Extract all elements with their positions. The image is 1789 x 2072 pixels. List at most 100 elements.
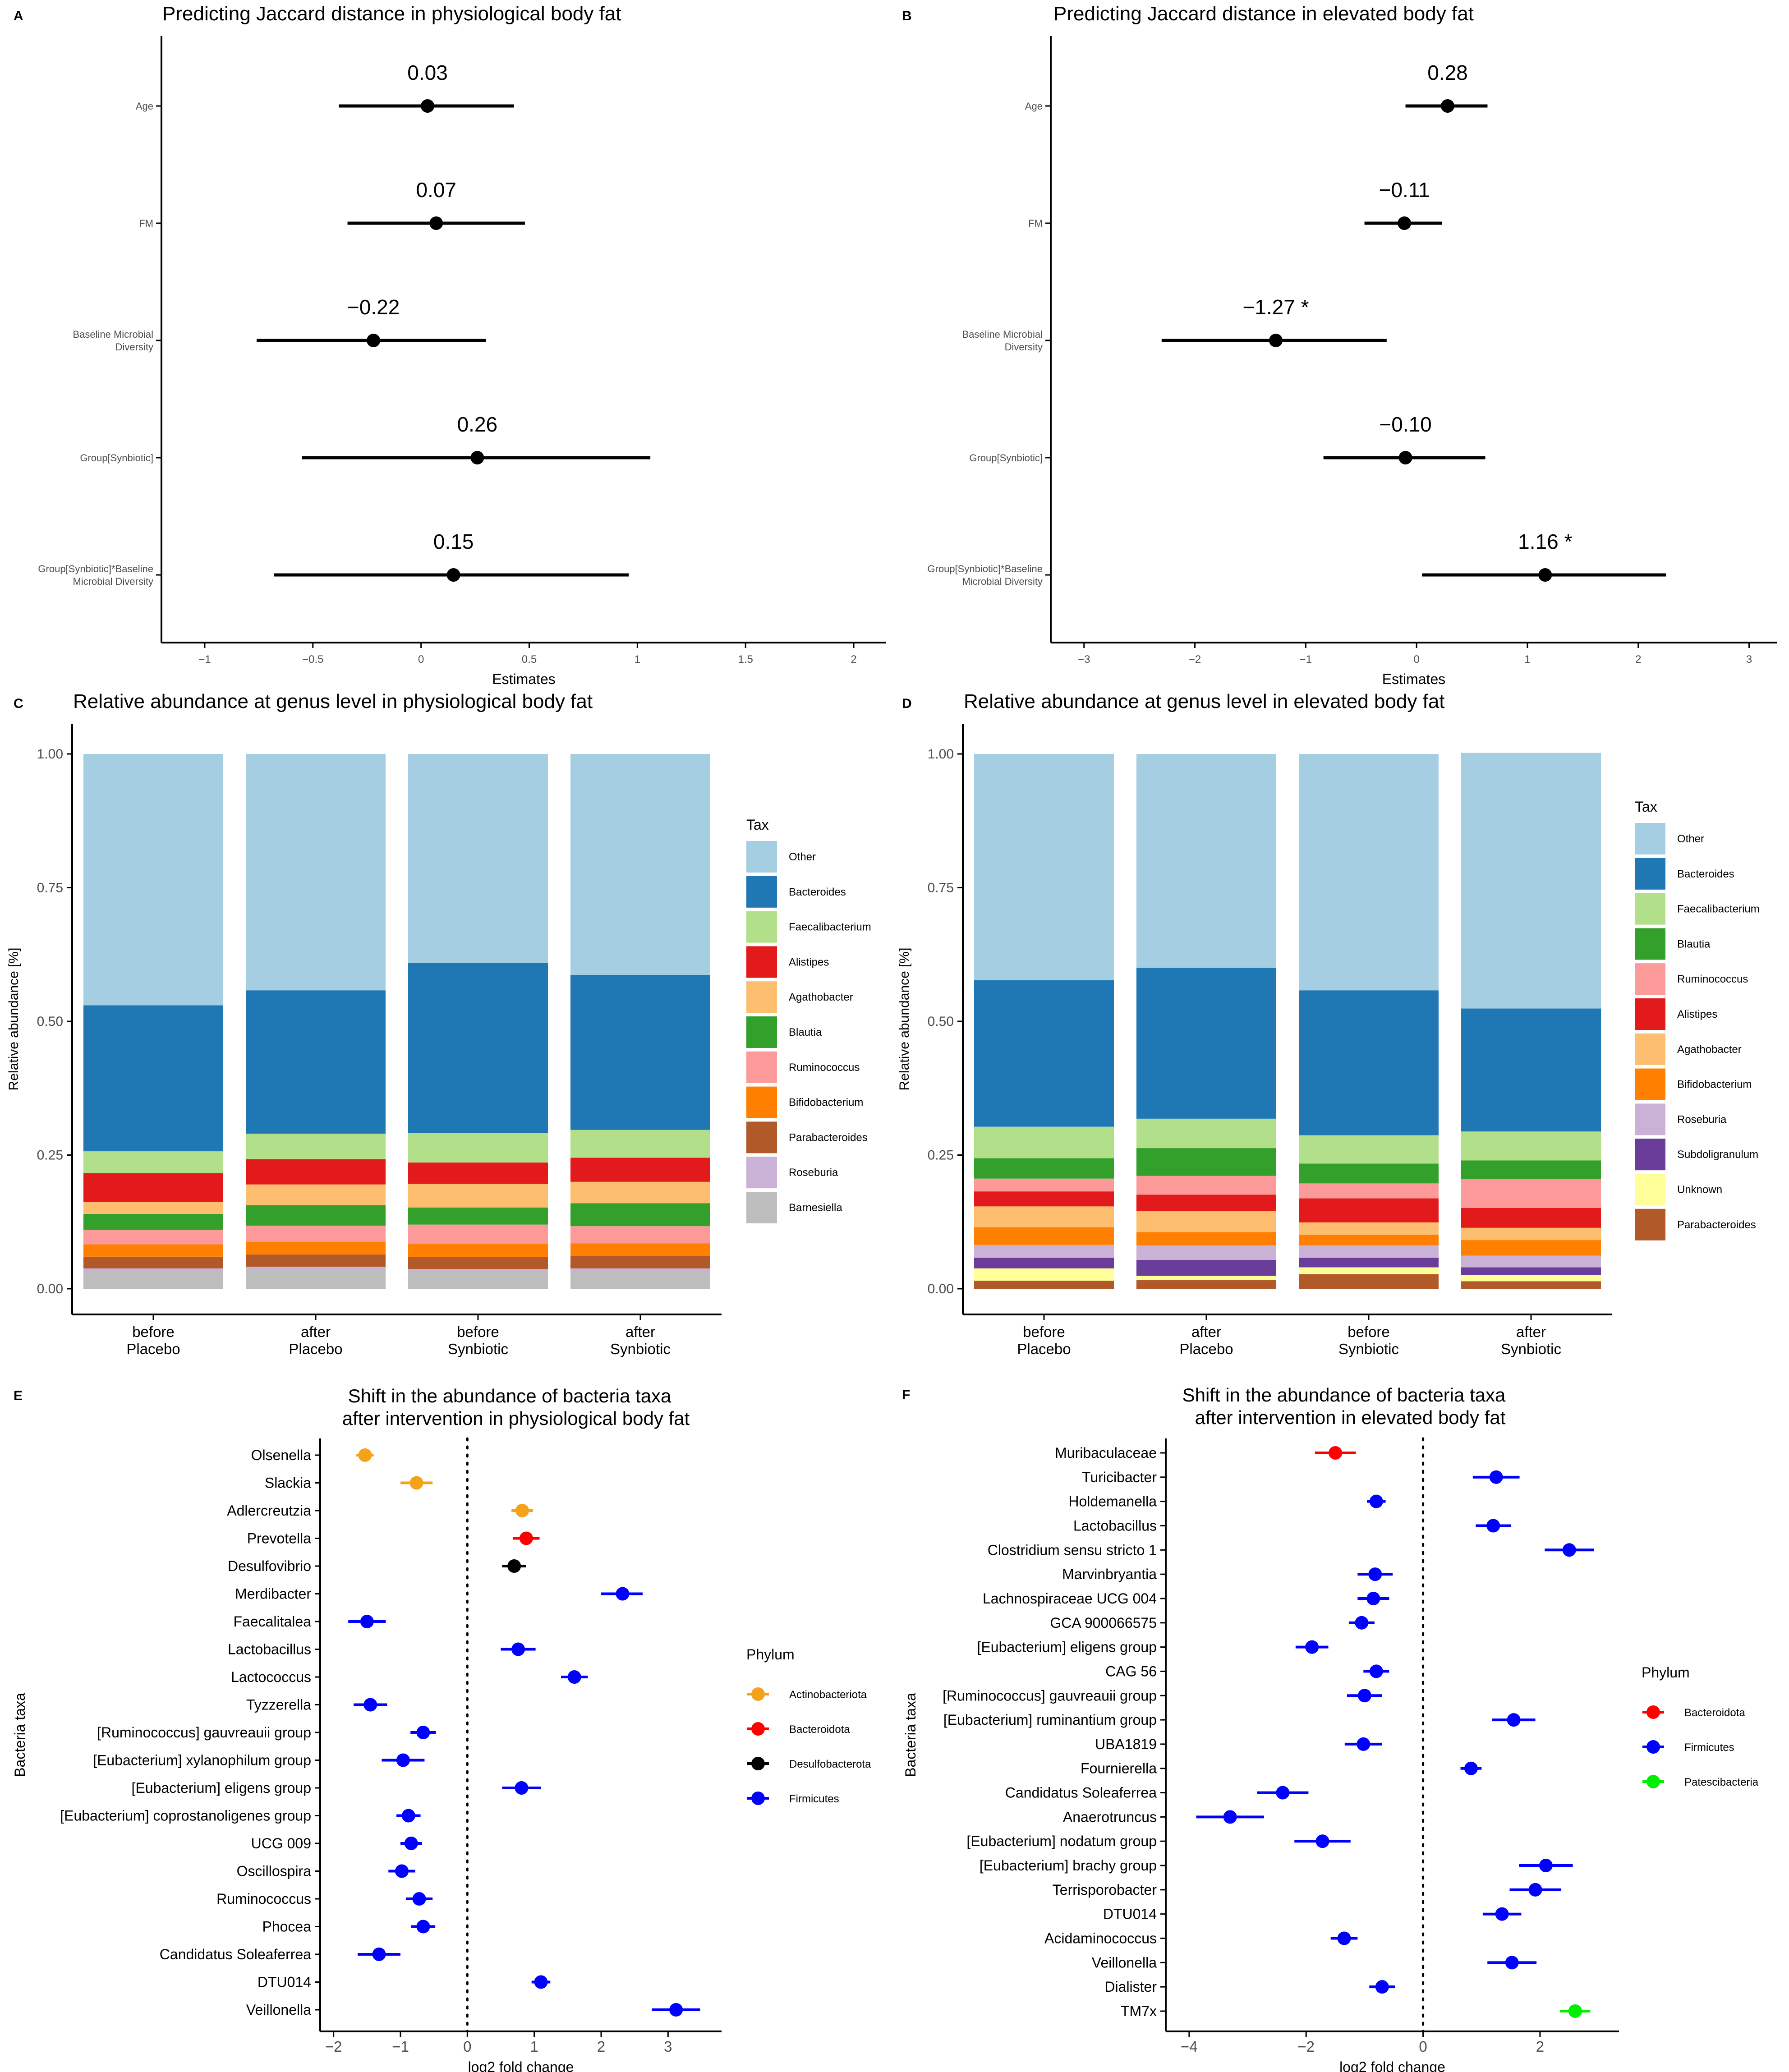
panel-d-stacked-bar-chart: D Relative abundance at genus level in el… [897, 690, 1760, 1357]
legend-label: Patescibacteria [1684, 1776, 1759, 1788]
taxon-label: UBA1819 [1095, 1736, 1157, 1752]
x-tick-label: −1 [198, 653, 211, 666]
term-label: Diversity [115, 341, 153, 353]
taxon-label: [Eubacterium] eligens group [977, 1639, 1157, 1655]
taxon-label: Candidatus Soleaferrea [160, 1946, 311, 1962]
x-tick-label: 0 [463, 2038, 471, 2055]
legend-swatch [746, 876, 777, 908]
legend-label: Bacteroidota [1684, 1707, 1745, 1719]
stack-segment [246, 1159, 386, 1185]
stack-segment [974, 1158, 1114, 1179]
taxon-label: Holdemanella [1068, 1493, 1157, 1510]
legend-label: Bacteroides [1677, 868, 1734, 880]
x-tick-label: 0 [418, 653, 424, 666]
fold-change-point [409, 1476, 423, 1490]
stack-segment [1299, 1267, 1439, 1274]
term-label: Baseline Microbial [73, 329, 153, 340]
taxon-label: [Eubacterium] coprostanoligenes group [60, 1808, 311, 1824]
legend-swatch [746, 946, 777, 978]
taxon-label: Slackia [265, 1475, 311, 1491]
taxon-label: Acidaminococcus [1044, 1930, 1157, 1947]
fold-change-point [669, 2003, 683, 2017]
taxon-label: Faecalitalea [233, 1613, 311, 1630]
taxon-label: [Eubacterium] brachy group [980, 1857, 1157, 1874]
category-label: Synbiotic [448, 1341, 508, 1357]
stack-segment [408, 1207, 548, 1225]
fold-change-point [515, 1781, 529, 1795]
estimate-point [1440, 99, 1454, 113]
fold-change-point [416, 1726, 430, 1739]
y-tick-label: 0.75 [928, 881, 954, 896]
taxon-label: Muribaculaceae [1055, 1445, 1157, 1461]
legend-key-point [751, 1757, 765, 1770]
legend-key-point [751, 1792, 765, 1805]
fold-change-point [511, 1642, 525, 1656]
category-label: before [1023, 1323, 1065, 1340]
stack-segment [83, 1005, 223, 1152]
stack-segment [1299, 754, 1439, 991]
fold-change-point [567, 1670, 581, 1684]
taxon-label: Tyzzerella [246, 1697, 311, 1713]
legend-label: Other [1677, 833, 1704, 845]
stack-segment [1136, 1118, 1276, 1149]
stack-segment [83, 1202, 223, 1214]
legend-label: Bacteroides [789, 886, 846, 898]
estimate-label: −1.27 * [1242, 295, 1309, 319]
panel-label: B [902, 9, 912, 23]
stack-segment [246, 1267, 386, 1270]
panel-f-dot-interval-chart: F Shift in the abundance of bacteria taxa… [902, 1384, 1759, 2072]
panel-c-stacked-bar-chart: C Relative abundance at genus level in ph… [6, 690, 871, 1357]
fold-change-point [1357, 1737, 1370, 1751]
legend-swatch [1635, 1033, 1665, 1065]
taxon-label: Merdibacter [235, 1586, 311, 1602]
category-label: Synbiotic [610, 1341, 671, 1357]
stack-segment [1299, 1222, 1439, 1235]
taxon-label: Clostridium sensu stricto 1 [988, 1542, 1157, 1558]
taxon-label: UCG 009 [251, 1835, 311, 1851]
estimate-point [470, 451, 484, 464]
category-label: Placebo [289, 1341, 342, 1357]
stack-segment [1461, 753, 1601, 1009]
legend-swatch [746, 981, 777, 1013]
stack-segment [1299, 1274, 1439, 1289]
legend-swatch [746, 1086, 777, 1118]
stack-segment [1461, 1267, 1601, 1275]
stack-segment [83, 754, 223, 1006]
y-tick-label: 1.00 [928, 747, 954, 762]
fold-change-point [1489, 1470, 1503, 1484]
legend-label: Barnesiella [789, 1202, 842, 1214]
legend-swatch [746, 911, 777, 943]
x-tick-label: −2 [1297, 2038, 1315, 2055]
legend-swatch [1635, 1174, 1665, 1205]
legend-swatch [746, 841, 777, 873]
estimate-point [367, 334, 381, 347]
x-tick-label: 3 [664, 2038, 672, 2055]
legend-label: Desulfobacterota [789, 1758, 871, 1770]
stack-segment [974, 754, 1114, 980]
category-label: Placebo [1179, 1341, 1233, 1357]
stack-segment [1461, 1227, 1601, 1240]
y-axis-title: Bacteria taxa [12, 1693, 28, 1777]
taxon-label: Phocea [262, 1919, 311, 1935]
fold-change-point [1276, 1786, 1290, 1800]
taxon-label: Veillonella [246, 2002, 311, 2018]
legend-label: Firmicutes [1684, 1741, 1734, 1754]
taxon-label: Olsenella [251, 1447, 312, 1463]
category-label: Synbiotic [1501, 1341, 1561, 1357]
taxon-label: Lachnospiraceae UCG 004 [983, 1590, 1157, 1607]
legend-swatch [1635, 1208, 1665, 1240]
fold-change-point [1562, 1543, 1576, 1557]
stack-segment [1299, 1258, 1439, 1268]
taxon-label: Candidatus Soleaferrea [1005, 1785, 1157, 1801]
legend-swatch [1635, 1068, 1665, 1100]
x-axis-title: log2 fold change [468, 2059, 574, 2072]
stack-segment [570, 974, 710, 1130]
stack-segment [83, 1256, 223, 1268]
term-label: Group[Synbiotic]*Baseline [927, 563, 1043, 574]
estimate-point [1398, 451, 1412, 464]
taxon-label: Prevotella [247, 1530, 312, 1547]
stack-segment [83, 1268, 223, 1272]
legend-swatch [1635, 823, 1665, 855]
x-tick-label: −2 [1189, 653, 1201, 666]
